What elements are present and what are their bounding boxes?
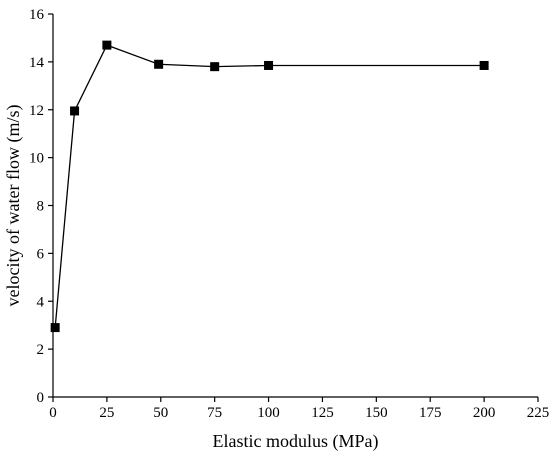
plot-area [50,40,489,333]
data-point [210,62,220,72]
data-point [102,40,112,50]
y-tick-label: 4 [37,294,45,310]
y-ticks: 0 2 4 6 8 10 12 14 16 [29,7,53,406]
data-point [154,59,164,69]
y-tick-label: 14 [29,55,45,71]
y-tick-label: 16 [29,7,45,23]
x-axis-label: Elastic modulus (MPa) [213,431,379,452]
x-tick-label: 150 [365,405,388,421]
x-tick-label: 0 [49,405,57,421]
y-axis-label: velocity of water flow (m/s) [3,105,24,307]
x-tick-label: 50 [153,405,168,421]
axes [52,14,538,398]
x-ticks: 0 25 50 75 100 125 150 175 200 225 [49,397,549,421]
x-tick-label: 225 [527,405,550,421]
x-tick-label: 125 [311,405,334,421]
x-tick-label: 75 [207,405,222,421]
x-tick-label: 200 [473,405,496,421]
y-tick-label: 2 [37,342,45,358]
x-tick-label: 100 [257,405,280,421]
y-tick-label: 6 [37,246,45,262]
data-point [70,106,80,116]
data-point [50,323,60,333]
x-tick-label: 25 [99,405,114,421]
series-line [54,44,485,328]
y-tick-label: 12 [29,103,44,119]
y-tick-label: 8 [37,199,45,215]
data-point [264,60,274,70]
y-tick-label: 0 [37,390,45,406]
y-tick-label: 10 [29,151,44,167]
x-tick-label: 175 [419,405,442,421]
data-point [479,60,489,70]
